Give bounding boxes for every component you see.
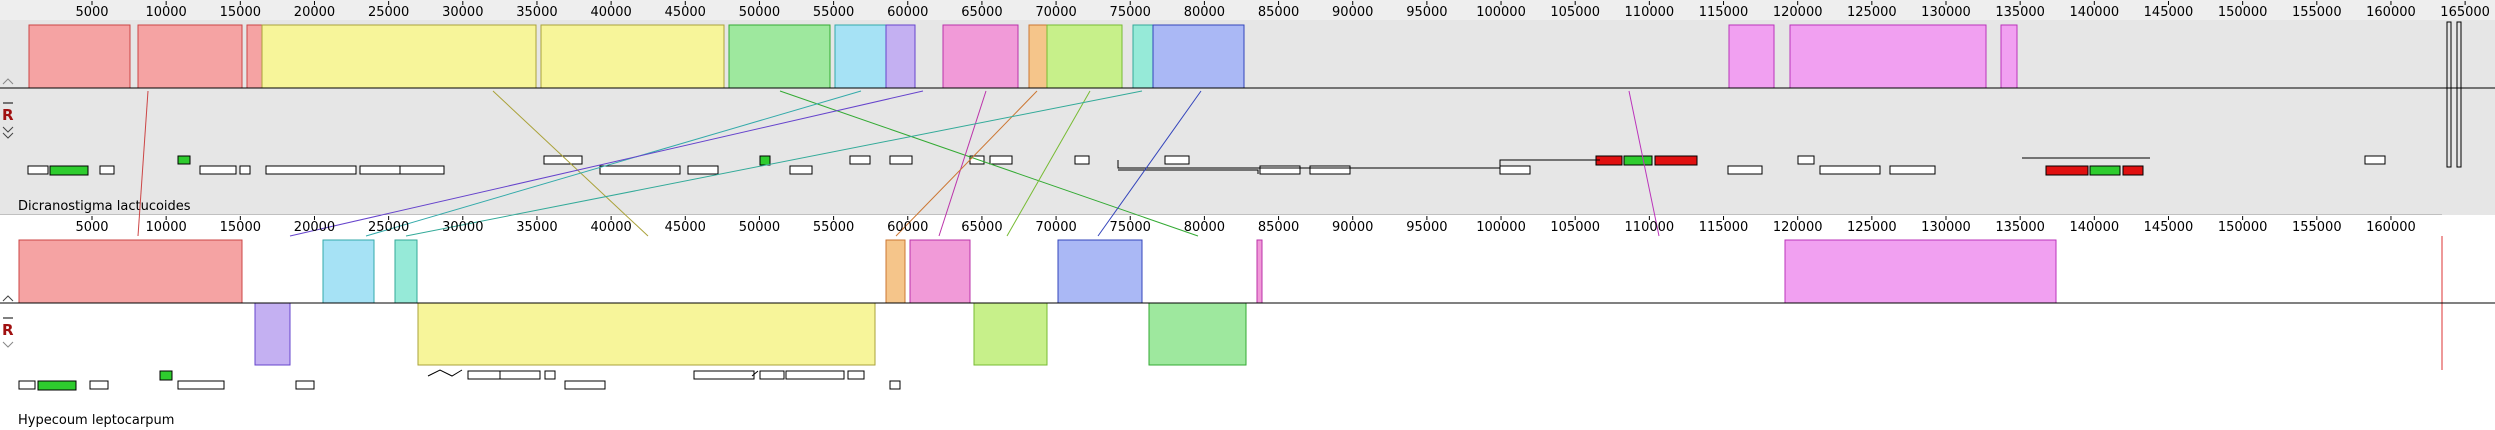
ruler-label: 75000 bbox=[1110, 5, 1151, 20]
ruler-label: 60000 bbox=[887, 220, 928, 235]
ruler-label: 140000 bbox=[2069, 5, 2119, 20]
ruler-label: 95000 bbox=[1406, 5, 1447, 20]
ruler-label: 85000 bbox=[1258, 220, 1299, 235]
ruler-label: 155000 bbox=[2292, 220, 2342, 235]
ruler-label: 35000 bbox=[516, 220, 557, 235]
ruler-label: 55000 bbox=[813, 220, 854, 235]
ruler-label: 50000 bbox=[739, 220, 780, 235]
ruler-label: 40000 bbox=[590, 5, 631, 20]
ruler-label: 135000 bbox=[1995, 5, 2045, 20]
ruler-label: 25000 bbox=[368, 220, 409, 235]
ruler-label: 5000 bbox=[75, 5, 108, 20]
ruler-label: 10000 bbox=[145, 220, 186, 235]
genome-name: Dicranostigma lactucoides bbox=[18, 199, 191, 214]
ruler-label: 65000 bbox=[961, 5, 1002, 20]
ruler-label: 75000 bbox=[1110, 220, 1151, 235]
ruler-label: 80000 bbox=[1184, 220, 1225, 235]
scroll-down[interactable] bbox=[2, 341, 14, 348]
ruler-label: 50000 bbox=[739, 5, 780, 20]
ruler-label: 30000 bbox=[442, 5, 483, 20]
ruler-label: 20000 bbox=[294, 5, 335, 20]
ruler-label: 65000 bbox=[961, 220, 1002, 235]
ruler-label: 10000 bbox=[145, 5, 186, 20]
scroll-up[interactable] bbox=[2, 78, 14, 85]
panel-controls[interactable]: R R bbox=[2, 78, 14, 348]
genes-bottom bbox=[18, 369, 901, 391]
ruler-label: 55000 bbox=[813, 5, 854, 20]
ruler-label: 95000 bbox=[1406, 220, 1447, 235]
ruler-label: 110000 bbox=[1625, 5, 1675, 20]
blocks-bottom bbox=[18, 236, 2443, 370]
ruler-label: 120000 bbox=[1773, 5, 1823, 20]
ruler-label: 60000 bbox=[887, 5, 928, 20]
ruler-label: 160000 bbox=[2366, 220, 2416, 235]
ruler-label: 120000 bbox=[1773, 220, 1823, 235]
ruler-label: 5000 bbox=[75, 220, 108, 235]
ruler-label: 160000 bbox=[2366, 5, 2416, 20]
scroll-up[interactable] bbox=[2, 295, 14, 302]
ruler-label: 125000 bbox=[1847, 220, 1897, 235]
ruler-label: 70000 bbox=[1035, 220, 1076, 235]
ruler-label: 165000 bbox=[2440, 5, 2490, 20]
ruler-label: 140000 bbox=[2069, 220, 2119, 235]
ruler-label: 135000 bbox=[1995, 220, 2045, 235]
blocks-top bbox=[28, 21, 2462, 168]
ruler-label: 15000 bbox=[220, 220, 261, 235]
ruler-label: 90000 bbox=[1332, 220, 1373, 235]
ruler-label: 105000 bbox=[1550, 5, 1600, 20]
scroll-down[interactable] bbox=[2, 126, 14, 139]
ruler-label: 100000 bbox=[1476, 5, 1526, 20]
ruler-label: 30000 bbox=[442, 220, 483, 235]
ruler-label: 45000 bbox=[665, 220, 706, 235]
reverse-button[interactable]: R bbox=[2, 106, 14, 124]
reverse-button[interactable]: R bbox=[2, 321, 14, 339]
genome-name: Hypecoum leptocarpum bbox=[18, 413, 174, 428]
ruler-label: 115000 bbox=[1699, 5, 1749, 20]
ruler-label: 40000 bbox=[590, 220, 631, 235]
ruler-label: 45000 bbox=[665, 5, 706, 20]
ruler-label: 145000 bbox=[2144, 5, 2194, 20]
ruler-label: 35000 bbox=[516, 5, 557, 20]
ruler-label: 115000 bbox=[1699, 220, 1749, 235]
ruler-label: 90000 bbox=[1332, 5, 1373, 20]
ruler-label: 130000 bbox=[1921, 5, 1971, 20]
ruler-label: 150000 bbox=[2218, 5, 2268, 20]
ruler-label: 155000 bbox=[2292, 5, 2342, 20]
rulers: 5000 10000 15000 20000 25000 30000 35000 40000 4… bbox=[75, 1, 2490, 235]
ruler-label: 130000 bbox=[1921, 220, 1971, 235]
ruler-background bbox=[0, 0, 2495, 20]
ruler-label: 70000 bbox=[1035, 5, 1076, 20]
ruler-label: 85000 bbox=[1258, 5, 1299, 20]
ruler-label: 125000 bbox=[1847, 5, 1897, 20]
ruler-label: 25000 bbox=[368, 5, 409, 20]
ruler-label: 150000 bbox=[2218, 220, 2268, 235]
genes-top bbox=[27, 155, 2386, 176]
ruler-label: 145000 bbox=[2144, 220, 2194, 235]
ruler-label: 15000 bbox=[220, 5, 261, 20]
ruler-label: 110000 bbox=[1625, 220, 1675, 235]
ruler-label: 80000 bbox=[1184, 5, 1225, 20]
ruler-label: 105000 bbox=[1550, 220, 1600, 235]
ruler-label: 100000 bbox=[1476, 220, 1526, 235]
block-connectors bbox=[137, 90, 1660, 237]
ruler-label: 20000 bbox=[294, 220, 335, 235]
